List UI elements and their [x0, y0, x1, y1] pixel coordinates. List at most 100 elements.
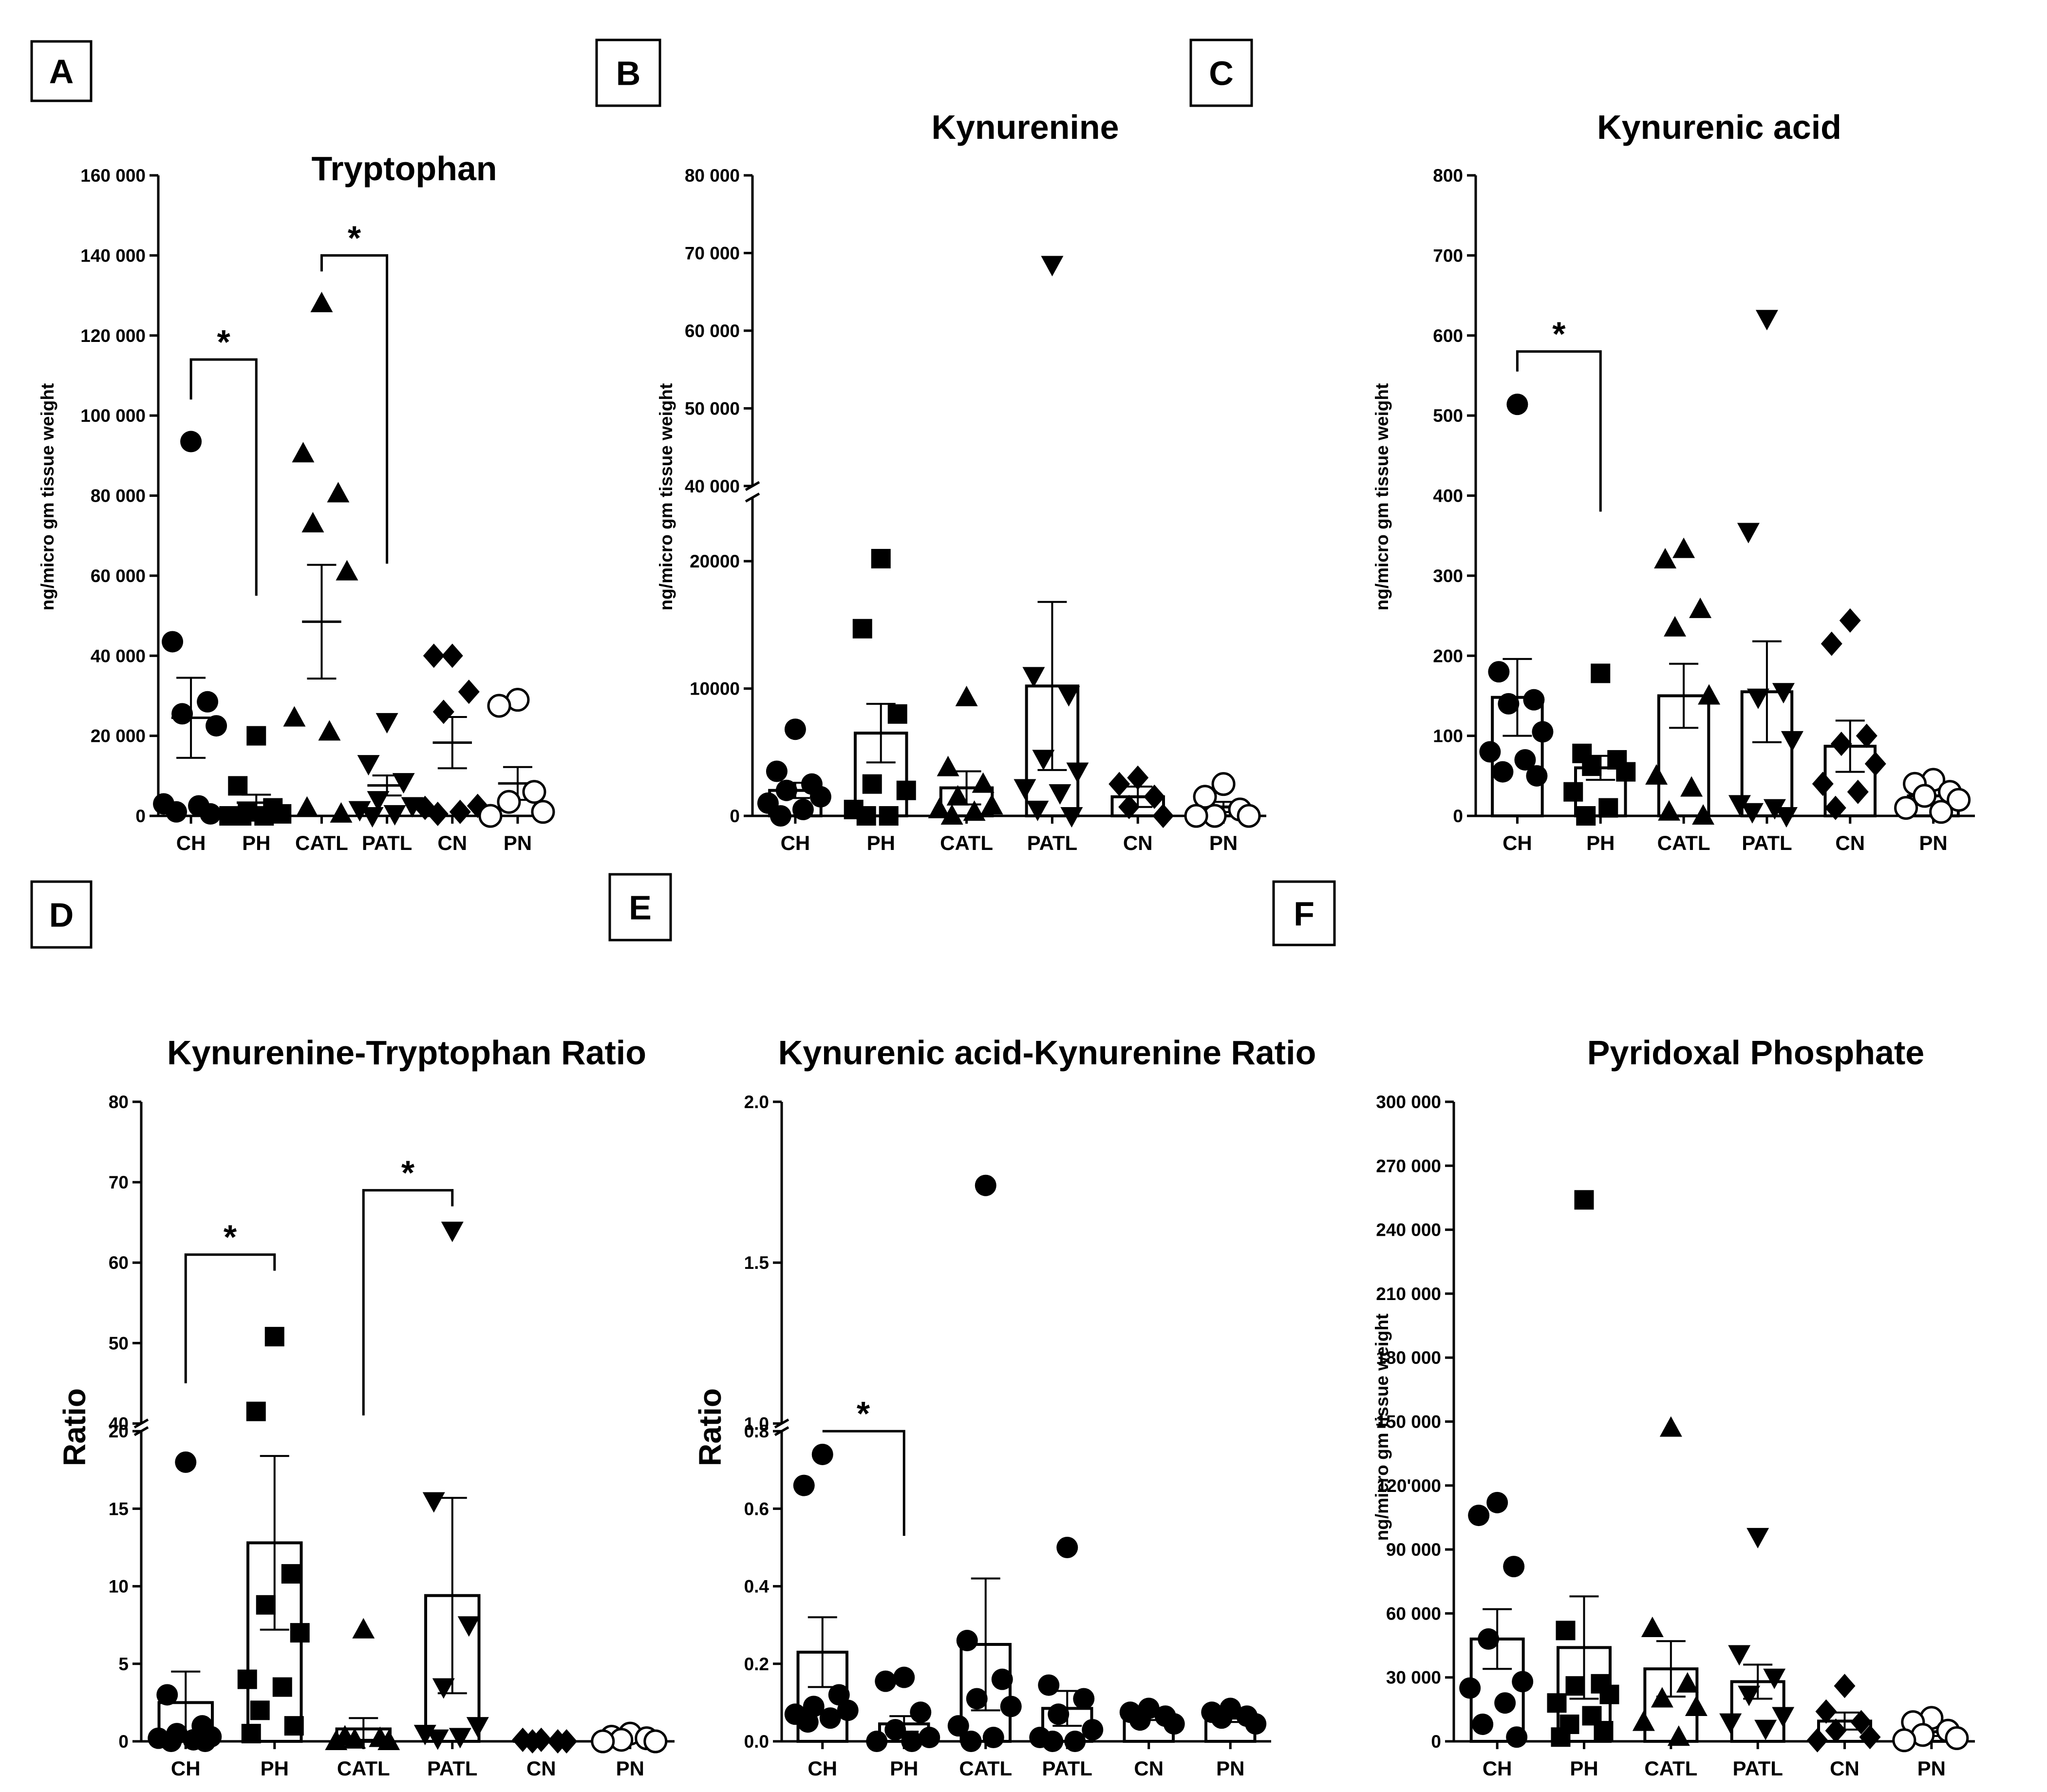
- y-tick-label: 0: [730, 806, 740, 826]
- data-point: [377, 1730, 400, 1750]
- data-point: [775, 779, 797, 801]
- data-point: [478, 804, 503, 828]
- data-point: [1685, 1695, 1708, 1716]
- panel-letter: C: [1209, 55, 1234, 93]
- data-point: [896, 780, 916, 800]
- data-point: [162, 631, 184, 653]
- significance-bracket: [189, 358, 258, 596]
- y-tick-label: 1.5: [744, 1253, 769, 1273]
- x-tick-label: CATL: [959, 1757, 1012, 1780]
- y-tick-label: 0.2: [744, 1654, 769, 1674]
- data-point: [1049, 784, 1071, 805]
- data-point: [960, 1731, 982, 1752]
- data-point: [246, 1401, 266, 1421]
- data-point: [1468, 1505, 1490, 1527]
- data-point: [1775, 807, 1798, 828]
- data-point: [1184, 804, 1208, 828]
- data-point: [1060, 807, 1083, 828]
- data-point: [1859, 1725, 1881, 1750]
- y-tick-label: 15: [109, 1499, 129, 1519]
- x-tick-label: PATL: [1742, 831, 1792, 854]
- x-tick-label: PN: [504, 831, 532, 854]
- data-point: [1616, 762, 1636, 782]
- data-point: [991, 1668, 1013, 1690]
- data-point: [1824, 795, 1846, 820]
- y-tick-label: 50 000: [685, 398, 740, 418]
- data-point: [819, 1707, 841, 1729]
- data-point: [301, 512, 324, 533]
- x-tick-label: PATL: [427, 1757, 477, 1780]
- data-point: [1645, 764, 1668, 785]
- data-point: [272, 804, 292, 824]
- y-tick-label: 500: [1433, 406, 1463, 426]
- data-point: [1108, 772, 1130, 796]
- data-point: [947, 1715, 969, 1737]
- data-point: [1755, 310, 1778, 331]
- data-point: [1038, 1674, 1060, 1696]
- data-point: [1486, 1491, 1508, 1513]
- data-point: [928, 797, 951, 818]
- data-point: [1856, 723, 1878, 748]
- significance-star: *: [348, 219, 361, 257]
- y-tick-label: 0.4: [744, 1577, 770, 1597]
- data-point: [1947, 788, 1971, 812]
- x-tick-label: CN: [526, 1757, 556, 1780]
- data-point: [837, 1699, 859, 1721]
- data-point: [458, 679, 480, 704]
- y-tick-label: 150 000: [1376, 1412, 1441, 1432]
- panel-c: C Kynurenic acid ng/micro gm tissue weight…: [1189, 38, 1975, 854]
- data-point: [392, 773, 415, 794]
- y-tick-label: 10000: [690, 679, 740, 699]
- panel-letter-box: [30, 40, 93, 102]
- data-point: [1598, 798, 1618, 818]
- data-point: [1929, 800, 1953, 824]
- x-tick-label: CN: [1134, 1757, 1164, 1780]
- data-point: [1641, 1617, 1664, 1638]
- data-point: [1945, 1726, 1969, 1750]
- data-point: [1565, 1676, 1585, 1696]
- significance-bracket: [822, 1430, 905, 1536]
- x-tick-label: CATL: [337, 1757, 390, 1780]
- data-point: [875, 1670, 897, 1692]
- y-tick-label: 60 000: [685, 321, 740, 341]
- data-point: [284, 1716, 304, 1736]
- y-tick-label: 60: [109, 1253, 129, 1273]
- panel-letter: F: [1294, 895, 1315, 933]
- x-tick-label: CATL: [295, 831, 348, 854]
- y-tick-label: 400: [1433, 486, 1463, 506]
- panel-letter: B: [616, 55, 641, 93]
- data-point: [1599, 1684, 1619, 1704]
- data-point: [1654, 548, 1677, 568]
- data-point: [200, 803, 222, 825]
- data-point: [343, 1728, 366, 1749]
- data-point: [1064, 1731, 1086, 1752]
- y-tick-label: 5: [118, 1654, 129, 1674]
- data-point: [422, 1492, 445, 1513]
- y-tick-label: 0: [135, 806, 146, 826]
- y-tick-label: 0: [118, 1732, 129, 1752]
- data-point: [367, 791, 390, 812]
- y-tick-label: 800: [1433, 166, 1463, 186]
- y-axis-label: ng/micro gm tissue weight: [656, 383, 676, 611]
- data-point: [1864, 752, 1886, 776]
- significance-star: *: [1552, 315, 1566, 353]
- y-tick-label: 40 000: [91, 646, 146, 666]
- panel-letter-box: [30, 880, 93, 949]
- data-point: [956, 1630, 978, 1652]
- y-tick-label: 140 000: [80, 245, 146, 265]
- x-tick-label: PH: [1570, 1757, 1598, 1780]
- data-point: [784, 718, 806, 740]
- data-point: [1658, 800, 1681, 821]
- x-tick-label: CH: [1502, 831, 1532, 854]
- data-point: [1821, 631, 1842, 656]
- data-point: [206, 715, 227, 737]
- x-tick-label: CATL: [1644, 1757, 1697, 1780]
- y-tick-label: 0: [1453, 806, 1463, 826]
- x-tick-label: PN: [1209, 831, 1238, 854]
- x-tick-label: PH: [867, 831, 895, 854]
- panel-letter: A: [49, 53, 74, 91]
- data-point: [963, 800, 986, 821]
- data-point: [1129, 1709, 1151, 1731]
- x-tick-label: CN: [437, 831, 467, 854]
- x-tick-label: PN: [1917, 1757, 1946, 1780]
